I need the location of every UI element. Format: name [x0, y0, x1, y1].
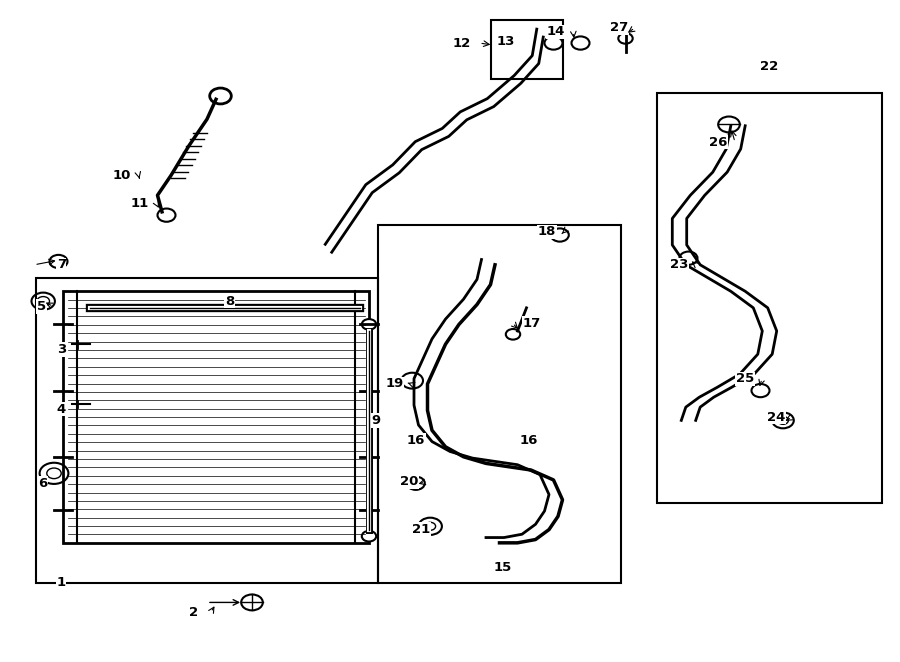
Text: 12: 12 [453, 36, 471, 50]
Text: 24: 24 [767, 410, 785, 424]
Circle shape [362, 319, 376, 330]
Text: 19: 19 [385, 377, 403, 391]
Text: 23: 23 [670, 258, 688, 271]
Text: 13: 13 [497, 35, 515, 48]
Text: 3: 3 [57, 343, 66, 356]
Text: 7: 7 [57, 258, 66, 271]
Circle shape [362, 531, 376, 542]
Text: 25: 25 [736, 372, 754, 385]
Text: 8: 8 [225, 295, 234, 308]
Text: 22: 22 [760, 60, 778, 73]
Text: 18: 18 [538, 225, 556, 238]
Text: 1: 1 [57, 576, 66, 589]
Text: 2: 2 [189, 606, 198, 619]
Text: 6: 6 [39, 477, 48, 490]
Text: 15: 15 [493, 561, 511, 575]
Text: 5: 5 [37, 300, 46, 313]
Text: 21: 21 [412, 523, 430, 536]
Text: 17: 17 [523, 316, 541, 330]
Text: 27: 27 [610, 21, 628, 34]
Text: 10: 10 [112, 169, 130, 182]
Text: 16: 16 [520, 434, 538, 447]
Text: 4: 4 [57, 402, 66, 416]
Text: 11: 11 [130, 197, 148, 211]
Text: 26: 26 [709, 136, 727, 149]
Text: 14: 14 [547, 25, 565, 38]
Text: 20: 20 [400, 475, 418, 489]
Text: 16: 16 [407, 434, 425, 447]
Text: 9: 9 [372, 414, 381, 427]
